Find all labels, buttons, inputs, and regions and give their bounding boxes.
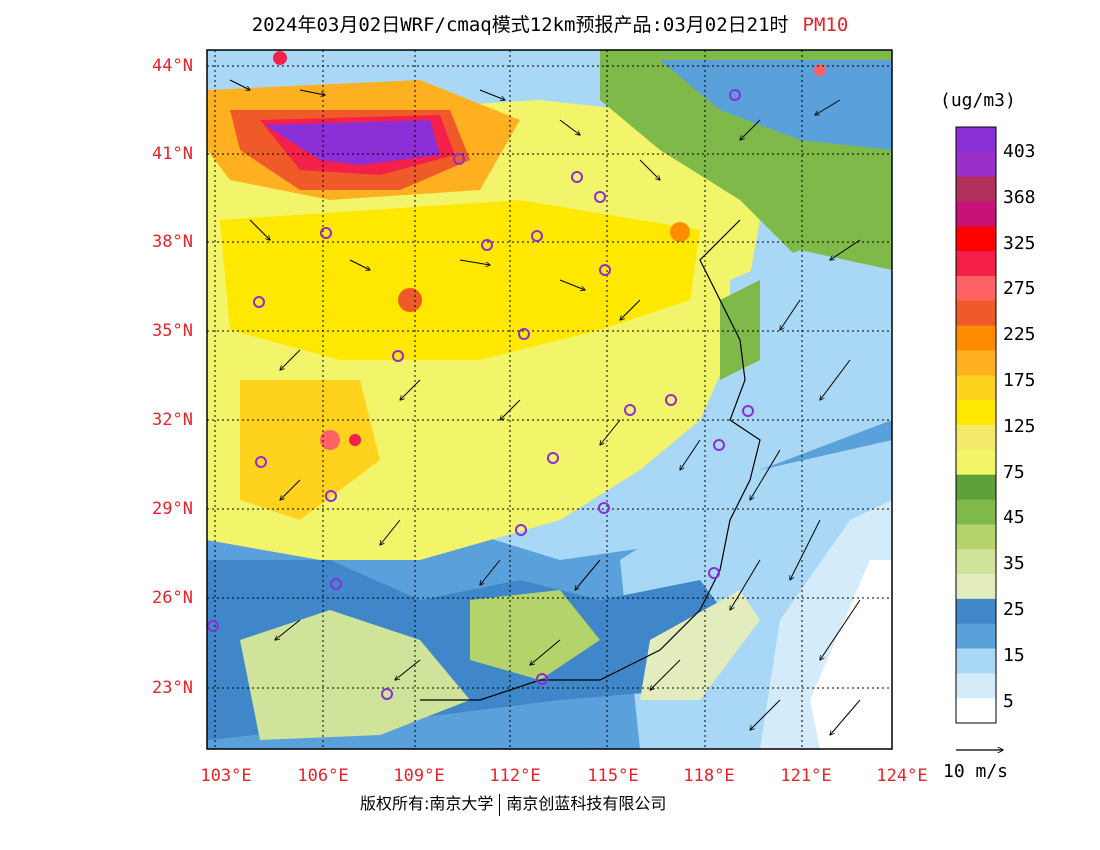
map-title: 2024年03月02日WRF/cmaq模式12km预报产品:03月02日21时 P… — [0, 10, 1100, 37]
colorbar-swatch — [956, 300, 996, 327]
colorbar-label: 75 — [1003, 461, 1025, 483]
colorbar-swatch — [956, 201, 996, 227]
colorbar-label: 368 — [1003, 186, 1036, 208]
colorbar-swatch — [956, 226, 996, 252]
title-main: 2024年03月02日WRF/cmaq模式12km预报产品:03月02日21时 — [251, 14, 789, 36]
lat-label: 38°N — [152, 232, 193, 252]
lon-label: 115°E — [587, 766, 639, 786]
colorbar-label: 325 — [1003, 232, 1036, 254]
colorbar-swatch — [956, 598, 996, 625]
colorbar-swatch — [956, 251, 996, 277]
colorbar-swatch — [956, 499, 996, 525]
colorbar-swatch — [956, 176, 996, 202]
coastline — [420, 219, 761, 701]
title-species: PM10 — [802, 14, 849, 36]
map-frame — [206, 49, 893, 750]
colorbar-swatch — [956, 449, 996, 476]
colorbar-swatch — [956, 276, 996, 302]
lat-label: 29°N — [152, 499, 193, 519]
colorbar-swatch — [956, 574, 996, 600]
colorbar-swatch — [956, 350, 996, 376]
colorbar-swatch — [956, 151, 996, 178]
colorbar-label: 45 — [1003, 507, 1025, 529]
copyright-footer: 版权所有:南京大学 南京创蓝科技有限公司 — [360, 790, 666, 816]
lat-label: 41°N — [152, 144, 193, 164]
colorbar-label: 175 — [1003, 370, 1036, 391]
lat-label: 35°N — [152, 321, 193, 341]
colorbar-label: 225 — [1003, 324, 1036, 346]
colorbar-swatch — [956, 524, 996, 550]
colorbar-swatch — [956, 425, 996, 451]
lat-label: 26°N — [152, 588, 193, 608]
colorbar-label: 125 — [1003, 415, 1036, 437]
lon-label: 106°E — [297, 766, 349, 786]
lon-label: 118°E — [683, 766, 735, 786]
colorbar-label: 5 — [1003, 690, 1014, 712]
colorbar-label: 15 — [1003, 644, 1025, 666]
footer-divider — [499, 793, 501, 816]
colorbar-label: 25 — [1003, 599, 1025, 620]
lon-label: 103°E — [200, 766, 252, 786]
wind-scale-label: 10 m/s — [943, 761, 1009, 782]
city-markers — [207, 89, 754, 700]
pm10-field — [207, 50, 892, 749]
colorbar-swatch — [956, 375, 996, 401]
colorbar-swatch — [956, 549, 996, 575]
footer-right: 南京创蓝科技有限公司 — [506, 794, 667, 813]
colorbar-unit: (ug/m3) — [940, 90, 1016, 111]
colorbar-swatch — [956, 698, 996, 724]
colorbar-swatch — [956, 673, 996, 699]
colorbar-swatch — [956, 474, 996, 500]
lon-label: 121°E — [780, 766, 832, 786]
colorbar-label: 403 — [1003, 141, 1036, 162]
lat-label: 32°N — [152, 410, 193, 430]
colorbar-swatch — [956, 648, 996, 674]
colorbar-label: 35 — [1003, 553, 1025, 575]
lat-label: 23°N — [152, 678, 193, 698]
graticule — [207, 50, 892, 749]
colorbar — [956, 127, 996, 724]
lon-label: 112°E — [489, 766, 541, 786]
lat-label: 44°N — [152, 56, 193, 76]
colorbar-label: 275 — [1003, 278, 1036, 300]
colorbar-swatch — [956, 325, 996, 351]
lon-label: 124°E — [876, 766, 928, 786]
colorbar-swatch — [956, 127, 996, 153]
wind-vectors — [229, 79, 861, 735]
colorbar-swatch — [956, 623, 996, 649]
colorbar-swatch — [956, 400, 996, 426]
footer-left: 版权所有:南京大学 — [360, 794, 494, 813]
lon-label: 109°E — [393, 766, 445, 786]
